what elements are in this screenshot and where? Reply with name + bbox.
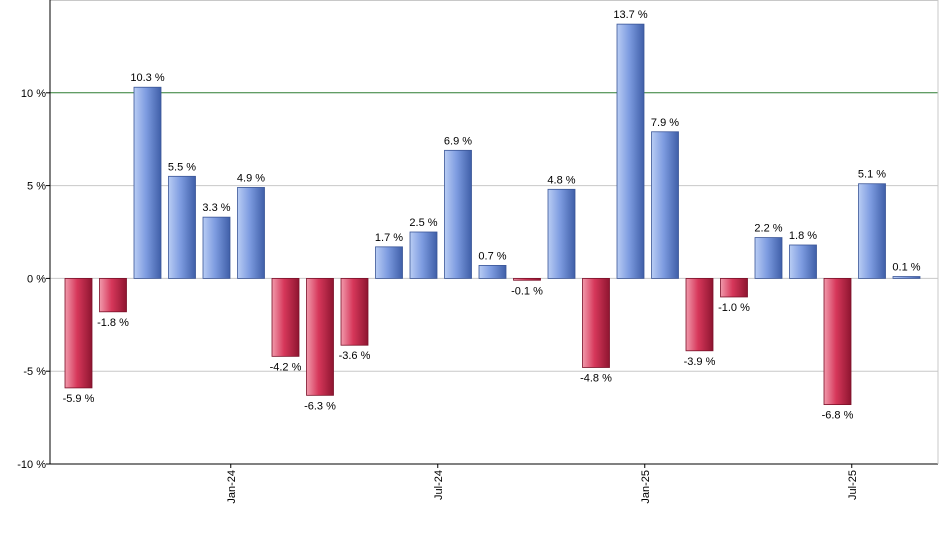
bar [513, 277, 541, 281]
x-tick-label: Jul-24 [433, 470, 445, 500]
data-label: 6.9 % [444, 135, 472, 147]
bar [99, 277, 127, 313]
data-label: 2.5 % [409, 217, 437, 229]
bar [202, 216, 231, 279]
data-label: 2.2 % [754, 223, 782, 235]
bar [685, 277, 714, 352]
y-tick-label: -5 % [23, 366, 46, 378]
bar [720, 277, 748, 298]
x-tick-labels: Jan-24 Jul-24 Jan-25 Jul-25 [226, 470, 859, 504]
bar [133, 86, 162, 279]
data-label: 4.8 % [547, 174, 575, 186]
bar [237, 187, 265, 279]
x-tick-label: Jan-25 [640, 470, 652, 504]
bars [64, 23, 921, 406]
bar [478, 265, 507, 279]
y-tick-label: 0 % [27, 273, 46, 285]
data-label: 4.9 % [237, 172, 265, 184]
bar [892, 276, 921, 279]
data-label: -0.1 % [511, 285, 543, 297]
data-label: 1.8 % [789, 230, 817, 242]
data-label: 10.3 % [130, 72, 164, 84]
bar [823, 277, 852, 406]
bar [271, 277, 300, 357]
bar [616, 23, 645, 279]
data-label: -3.6 % [339, 350, 371, 362]
y-tick-labels: -10 % -5 % 0 % 5 % 10 % [17, 88, 46, 471]
bar [789, 244, 817, 279]
data-label: 0.7 % [478, 250, 506, 262]
data-label: 5.5 % [168, 161, 196, 173]
data-label: -1.8 % [97, 317, 129, 329]
axes [49, 0, 939, 468]
data-label: 3.3 % [202, 202, 230, 214]
bar [375, 246, 403, 279]
data-label: -4.2 % [270, 361, 302, 373]
data-label: 0.1 % [892, 262, 920, 274]
x-tick-label: Jul-25 [847, 470, 859, 500]
x-tick-label: Jan-24 [226, 470, 238, 504]
data-label: -4.8 % [580, 372, 612, 384]
data-label: 5.1 % [858, 169, 886, 181]
bar [651, 131, 679, 279]
y-tick-label: 5 % [27, 181, 46, 193]
bar [547, 188, 576, 279]
y-tick-label: 10 % [21, 88, 46, 100]
bar [444, 149, 472, 279]
bar [306, 277, 334, 396]
bar [754, 237, 783, 279]
data-label: -6.3 % [304, 400, 336, 412]
bar [409, 231, 438, 279]
data-label: 1.7 % [375, 232, 403, 244]
data-label: -5.9 % [63, 393, 95, 405]
bar [582, 277, 610, 368]
bar [168, 175, 196, 279]
y-tick-label: -10 % [17, 459, 46, 471]
bar [858, 183, 886, 279]
data-labels: -5.9 % -1.8 % 10.3 % 5.5 % 3.3 % 4.9 % -4.2 % -… [63, 9, 921, 421]
bar [64, 277, 93, 389]
data-label: 7.9 % [651, 117, 679, 129]
data-label: 13.7 % [613, 9, 647, 21]
data-label: -1.0 % [718, 302, 750, 314]
bar [340, 277, 369, 346]
data-label: -6.8 % [822, 410, 854, 422]
data-label: -3.9 % [684, 356, 716, 368]
